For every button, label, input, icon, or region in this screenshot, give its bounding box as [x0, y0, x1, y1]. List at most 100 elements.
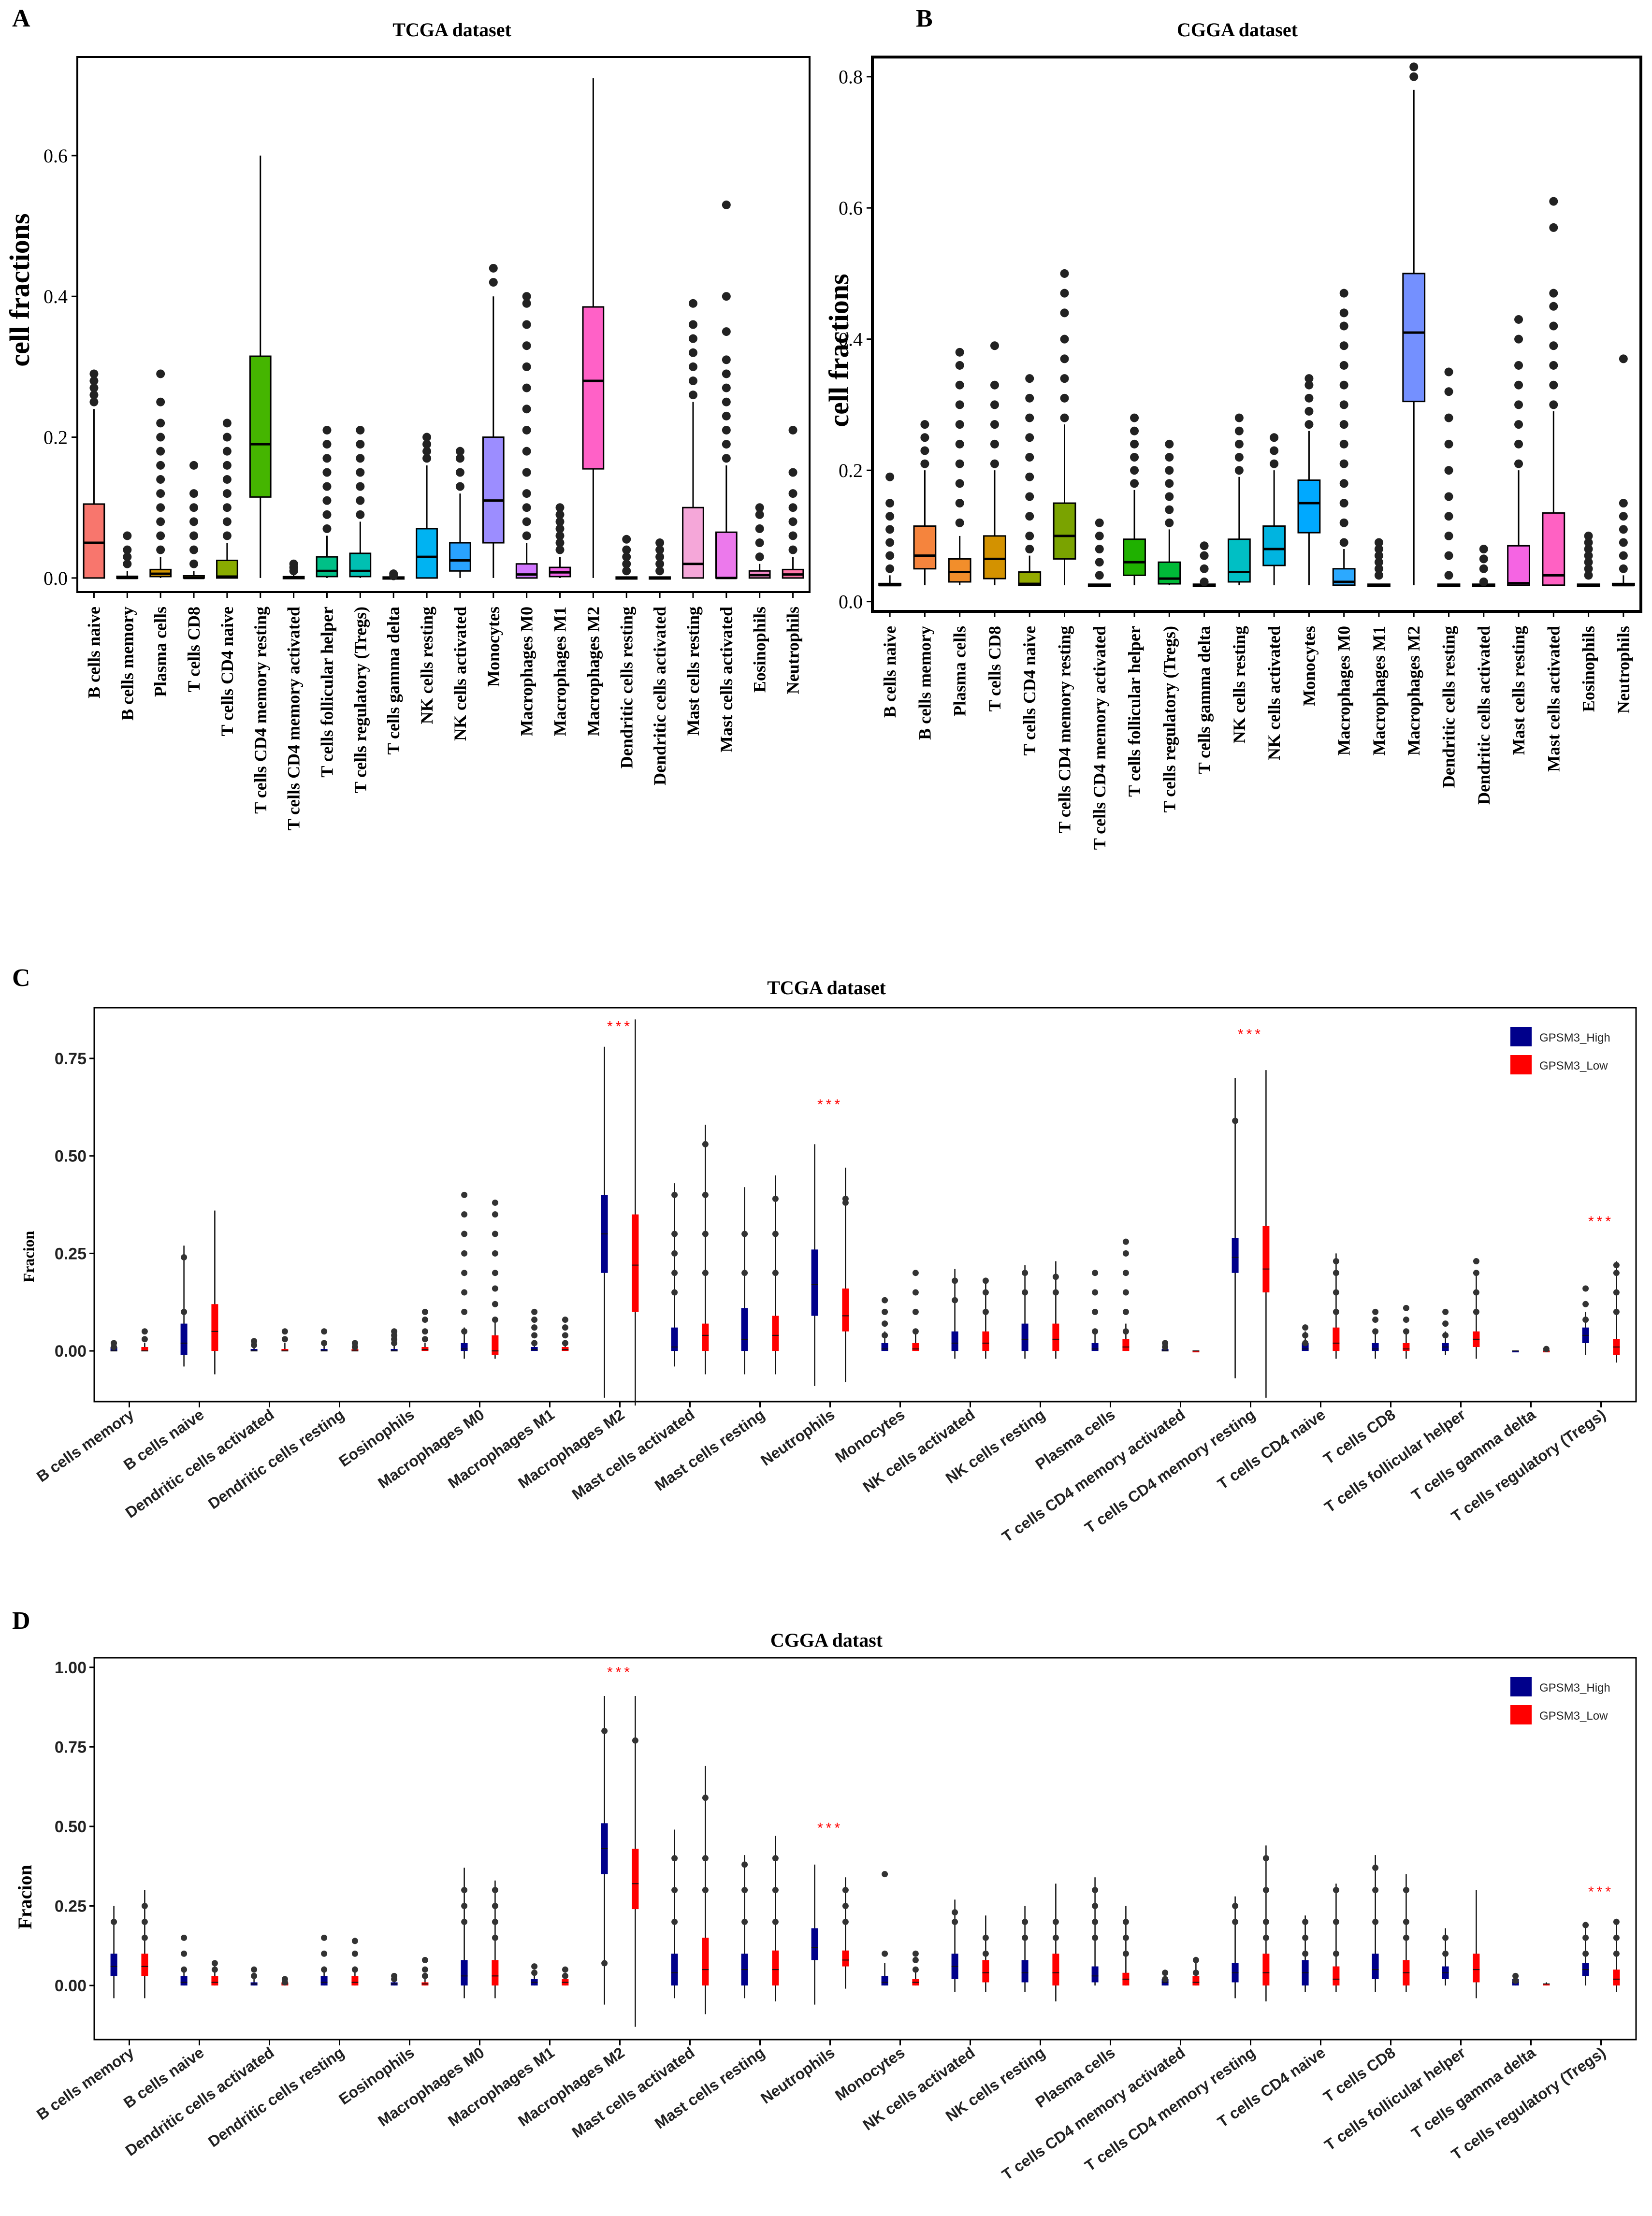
outlier-point	[1302, 1324, 1309, 1331]
outlier-point	[1162, 1340, 1169, 1347]
outlier-point	[156, 489, 165, 498]
outlier-point	[1092, 1918, 1099, 1925]
box-gpsm3-low-neutrophils	[842, 1950, 849, 1967]
outlier-point	[1619, 525, 1628, 534]
outlier-point	[1092, 1308, 1099, 1315]
outlier-point	[671, 1231, 678, 1237]
outlier-point	[920, 459, 929, 468]
outlier-point	[531, 1340, 538, 1347]
box-gpsm3-low-monocytes	[912, 1343, 919, 1351]
outlier-point	[1374, 571, 1383, 580]
outlier-point	[251, 1972, 258, 1979]
box-gpsm3-high-dendritic-cells-resting	[320, 1349, 328, 1351]
box-gpsm3-low-t-cells-cd4-memory-resting	[1262, 1226, 1270, 1293]
outlier-point	[461, 1250, 468, 1257]
outlier-point	[912, 1956, 919, 1963]
outlier-point	[356, 425, 365, 435]
outlier-point	[351, 1950, 358, 1957]
x-tick-label-dendritic-cells-activated: Dendritic cells activated	[1474, 626, 1493, 805]
box-mast-cells-resting	[1507, 545, 1530, 586]
outlier-point	[1060, 413, 1069, 422]
outlier-point	[422, 447, 432, 456]
outlier-point	[1262, 1855, 1269, 1862]
outlier-point	[1582, 1317, 1589, 1323]
box-gpsm3-low-macrophages-m0	[492, 1335, 499, 1355]
box-gpsm3-high-nk-cells-resting	[1021, 1960, 1029, 1983]
outlier-point	[688, 320, 697, 329]
outlier-point	[1444, 367, 1453, 377]
outlier-point	[492, 1250, 498, 1257]
outlier-point	[1162, 1976, 1169, 1983]
box-t-cells-cd4-memory-resting	[1053, 502, 1076, 560]
x-tick-label-t-cells-cd4-memory-resting: T cells CD4 memory resting	[251, 607, 270, 814]
outlier-point	[1333, 1918, 1339, 1925]
x-tick-label-macrophages-m0: Macrophages M0	[517, 607, 536, 736]
outlier-point	[882, 1308, 888, 1315]
outlier-point	[755, 510, 764, 519]
outlier-point	[322, 482, 332, 491]
legend-swatch-gpsm3-low	[1510, 1705, 1532, 1724]
outlier-point	[702, 1887, 709, 1894]
outlier-point	[289, 559, 298, 568]
outlier-point	[1095, 531, 1104, 540]
outlier-point	[1584, 564, 1593, 573]
outlier-point	[1022, 1289, 1029, 1296]
outlier-point	[1165, 505, 1174, 514]
outlier-point	[1442, 1934, 1449, 1941]
outlier-point	[671, 1191, 678, 1198]
box-plasma-cells	[948, 558, 971, 583]
x-tick-label-dendritic-cells-resting: Dendritic cells resting	[617, 607, 636, 768]
box-gpsm3-low-neutrophils	[842, 1288, 849, 1332]
outlier-point	[1549, 400, 1558, 409]
outlier-point	[601, 1727, 608, 1734]
outlier-point	[1060, 269, 1069, 278]
outlier-point	[1473, 1258, 1479, 1265]
outlier-point	[489, 278, 498, 287]
box-t-cells-cd4-naive	[216, 559, 238, 579]
outlier-point	[356, 454, 365, 463]
outlier-point	[1165, 518, 1174, 527]
box-gpsm3-high-nk-cells-resting	[1021, 1323, 1029, 1351]
x-tick-label-plasma-cells: Plasma cells	[151, 607, 170, 697]
outlier-point	[156, 369, 165, 378]
outlier-point	[1165, 453, 1174, 462]
outlier-point	[222, 517, 232, 526]
box-t-cells-follicular-helper	[1123, 538, 1146, 576]
outlier-point	[1060, 393, 1069, 403]
outlier-point	[1619, 551, 1628, 560]
y-tick-label: 1.00	[55, 1659, 87, 1677]
outlier-point	[842, 1887, 849, 1894]
y-tick-label: 0.50	[55, 1147, 87, 1166]
box-mast-cells-resting	[682, 507, 704, 579]
outlier-point	[1025, 413, 1034, 422]
outlier-point	[1584, 538, 1593, 547]
outlier-point	[722, 292, 731, 301]
box-gpsm3-low-t-cells-cd4-memory-resting	[1262, 1954, 1270, 1986]
outlier-point	[222, 419, 232, 428]
outlier-point	[492, 1903, 498, 1909]
legend-label-gpsm3-high: GPSM3_High	[1539, 1031, 1610, 1044]
outlier-point	[1234, 439, 1244, 449]
outlier-point	[1514, 420, 1523, 429]
outlier-point	[1122, 1238, 1129, 1245]
x-tick-label-nk-cells-activated: NK cells activated	[1264, 626, 1284, 760]
outlier-point	[1339, 308, 1348, 318]
outlier-point	[772, 1887, 779, 1894]
outlier-point	[555, 503, 565, 512]
outlier-point	[356, 482, 365, 491]
outlier-point	[990, 439, 999, 449]
outlier-point	[1122, 1934, 1129, 1941]
outlier-point	[1304, 374, 1314, 383]
outlier-point	[181, 1966, 188, 1973]
outlier-point	[1095, 558, 1104, 567]
outlier-point	[1372, 1918, 1379, 1925]
outlier-point	[885, 512, 895, 521]
outlier-point	[1473, 1308, 1479, 1315]
outlier-point	[788, 545, 797, 554]
outlier-point	[1582, 1285, 1589, 1292]
outlier-point	[1232, 1918, 1239, 1925]
box-t-cells-regulatory-tregs	[349, 552, 372, 578]
box-gpsm3-high-mast-cells-resting	[741, 1308, 748, 1351]
outlier-point	[702, 1795, 709, 1801]
outlier-point	[1092, 1934, 1099, 1941]
